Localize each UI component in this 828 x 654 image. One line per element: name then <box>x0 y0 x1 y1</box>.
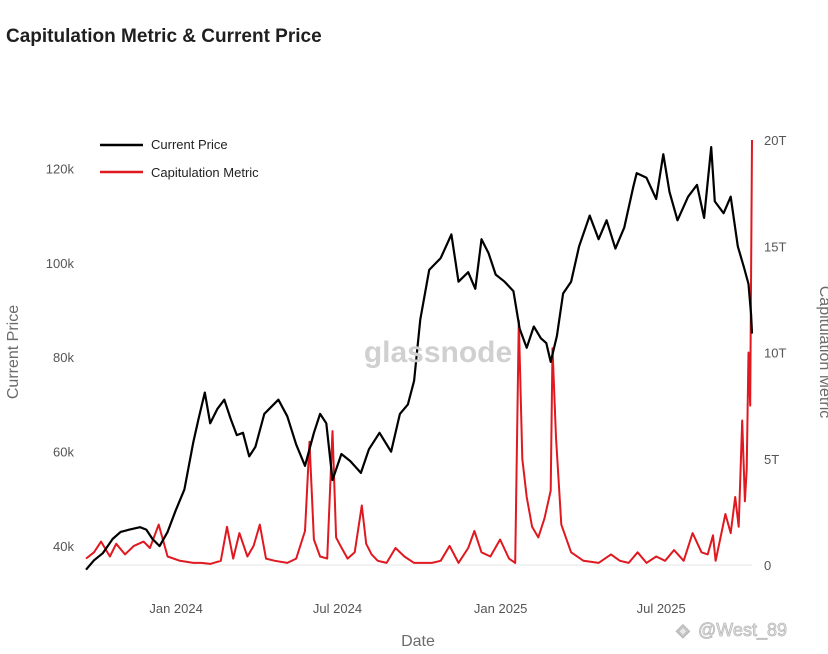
legend-label-current-price: Current Price <box>151 137 228 152</box>
watermark: glassnode <box>364 336 512 369</box>
x-tick-label: Jul 2025 <box>637 601 686 616</box>
y2-axis-title: Capitulation Metric <box>816 286 828 419</box>
y-tick-label: 100k <box>46 256 75 271</box>
credit-text: @West_89 <box>698 620 787 641</box>
y-tick-label: 120k <box>46 161 75 176</box>
series-layer <box>85 139 754 571</box>
y-tick-label: 40k <box>53 539 74 554</box>
y-tick-label: 60k <box>53 445 74 460</box>
credit: ◈ @West_89 <box>676 620 788 642</box>
diamond-icon: ◈ <box>676 620 690 640</box>
y2-tick-label: 0 <box>764 558 771 573</box>
y-tick-label: 80k <box>53 350 74 365</box>
y2-tick-label: 20T <box>764 133 786 148</box>
y-axis-title: Current Price <box>5 305 22 399</box>
x-tick-label: Jan 2025 <box>474 601 528 616</box>
x-tick-label: Jan 2024 <box>149 601 203 616</box>
axes-layer: 40k 60k 80k 100k 120k 0 5T 10T 15T 20T Jan 2024 Jul… <box>46 133 787 616</box>
current-price-line <box>85 146 754 571</box>
y2-tick-label: 10T <box>764 346 786 361</box>
y2-tick-label: 15T <box>764 239 786 254</box>
x-tick-label: Jul 2024 <box>313 601 362 616</box>
legend-label-capitulation-metric: Capitulation Metric <box>151 165 259 180</box>
x-axis-title: Date <box>401 633 435 650</box>
y2-tick-label: 5T <box>764 452 779 467</box>
capitulation-metric-line <box>85 139 753 565</box>
legend: Current Price Capitulation Metric <box>100 137 259 180</box>
chart-title: Capitulation Metric & Current Price <box>6 26 322 47</box>
